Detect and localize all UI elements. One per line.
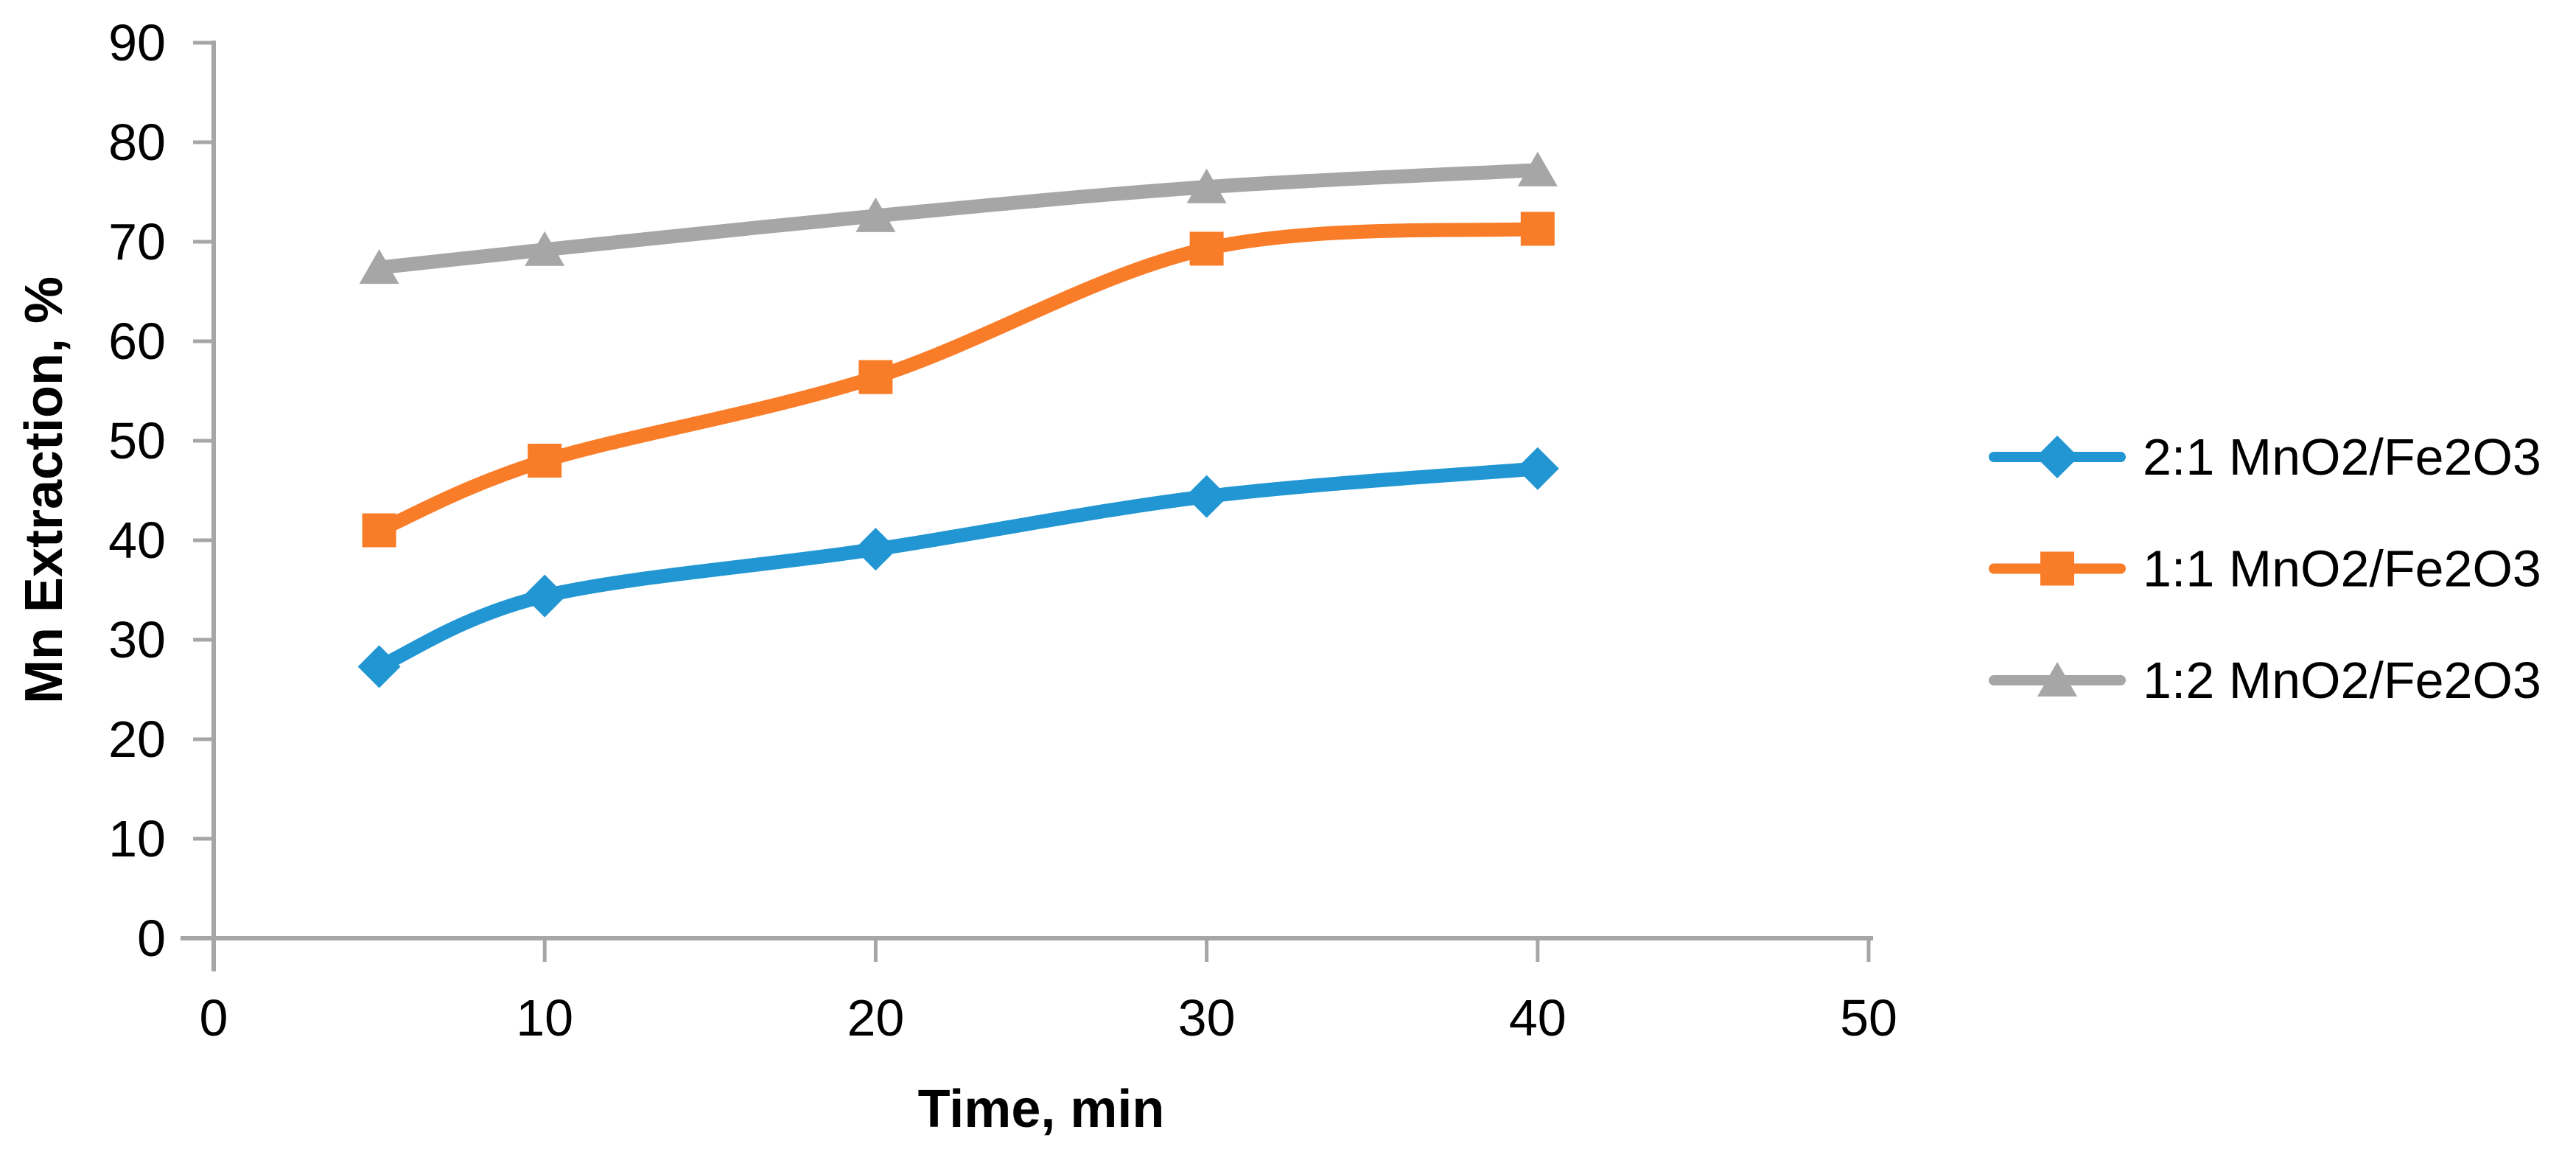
y-tick-label: 40 xyxy=(108,512,166,569)
series-line-0 xyxy=(372,461,1545,674)
legend-label: 1:1 MnO2/Fe2O3 xyxy=(2143,540,2541,598)
y-axis-title: Mn Extraction, % xyxy=(15,276,74,704)
legend-marker xyxy=(2037,662,2077,697)
series-marker-2 xyxy=(855,197,896,232)
legend-item: 1:2 MnO2/Fe2O3 xyxy=(1989,652,2541,709)
series-marker-1 xyxy=(1520,212,1555,246)
x-axis-title: Time, min xyxy=(918,1080,1165,1139)
series-marker-2 xyxy=(1186,168,1227,203)
series-marker-1 xyxy=(362,513,396,548)
x-tick-label: 10 xyxy=(516,989,573,1047)
x-tick-label: 50 xyxy=(1840,989,1897,1047)
series-marker-0 xyxy=(1185,475,1228,518)
y-tick-label: 0 xyxy=(137,910,166,967)
series-marker-0 xyxy=(1516,447,1559,490)
series-marker-1 xyxy=(1189,231,1224,266)
series-marker-1 xyxy=(858,360,893,394)
series-marker-1 xyxy=(528,444,562,478)
legend-item: 1:1 MnO2/Fe2O3 xyxy=(1989,540,2541,598)
x-tick-label: 0 xyxy=(200,989,228,1047)
y-tick-label: 90 xyxy=(108,14,166,71)
y-tick-label: 50 xyxy=(108,412,166,469)
series-marker-2 xyxy=(525,231,565,266)
y-tick-label: 80 xyxy=(108,114,166,171)
legend-label: 2:1 MnO2/Fe2O3 xyxy=(2143,428,2541,486)
series-line-2 xyxy=(372,163,1545,275)
legend-marker xyxy=(2036,436,2079,478)
series-marker-0 xyxy=(523,574,567,618)
y-tick-label: 60 xyxy=(108,313,166,370)
legend-layer: 2:1 MnO2/Fe2O3 1:1 MnO2/Fe2O3 1:2 MnO2/Fe2… xyxy=(1989,428,2541,709)
series-marker-2 xyxy=(1517,151,1558,186)
x-tick-label: 40 xyxy=(1509,989,1567,1047)
y-tick-label: 70 xyxy=(108,213,166,270)
series-line-1 xyxy=(372,221,1545,537)
axes-layer: 0 10 20 30 40 50 0 10 20 30 40 50 60 70 80 90 xyxy=(108,14,1897,1047)
y-tick-label: 20 xyxy=(108,711,166,768)
series-marker-0 xyxy=(854,528,897,571)
legend-item: 2:1 MnO2/Fe2O3 xyxy=(1989,428,2541,486)
y-tick-label: 10 xyxy=(108,810,166,868)
x-tick-label: 20 xyxy=(847,989,904,1047)
series-layer xyxy=(357,151,1559,688)
legend-marker xyxy=(2040,551,2074,586)
x-tick-label: 30 xyxy=(1178,989,1236,1047)
y-tick-label: 30 xyxy=(108,611,166,668)
legend-label: 1:2 MnO2/Fe2O3 xyxy=(2143,652,2541,709)
series-marker-0 xyxy=(357,645,401,688)
series-marker-2 xyxy=(359,249,399,284)
